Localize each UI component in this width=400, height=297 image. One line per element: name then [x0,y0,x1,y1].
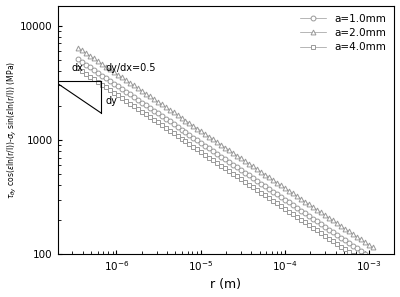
a=2.0mm [100,62,104,66]
Line: a=1.0mm: a=1.0mm [76,57,375,262]
Text: dy: dy [106,96,117,106]
a=1.0mm [306,214,311,218]
a=4.0mm [306,223,311,227]
a=1.0mm [318,222,323,226]
a=1.0mm [310,217,315,220]
a=4.0mm [370,266,375,270]
a=2.0mm [370,246,375,249]
Text: dy/dx=0.5: dy/dx=0.5 [106,63,156,72]
a=2.0mm [318,211,323,214]
a=2.0mm [298,197,303,201]
a=2.0mm [310,205,315,209]
a=4.0mm [298,218,303,222]
Legend: a=1.0mm, a=2.0mm, a=4.0mm: a=1.0mm, a=2.0mm, a=4.0mm [297,11,389,55]
Line: a=2.0mm: a=2.0mm [76,45,375,250]
a=4.0mm [310,226,315,230]
a=1.0mm [370,257,375,261]
Line: a=4.0mm: a=4.0mm [76,66,375,271]
a=1.0mm [76,58,80,61]
a=4.0mm [338,245,343,248]
a=1.0mm [100,74,104,77]
a=4.0mm [318,231,323,235]
a=2.0mm [306,203,311,206]
a=1.0mm [338,236,343,239]
a=4.0mm [100,83,104,86]
Y-axis label: $\tau_{\theta y}$ cos($\varepsilon$ln(r/l))-$\sigma_{y}$ sin($\varepsilon$ln(r/l: $\tau_{\theta y}$ cos($\varepsilon$ln(r/… [6,61,19,199]
a=4.0mm [76,67,80,70]
X-axis label: r (m): r (m) [210,279,242,291]
Text: dx: dx [71,63,83,72]
a=2.0mm [76,46,80,49]
a=2.0mm [338,224,343,228]
a=1.0mm [298,209,303,212]
